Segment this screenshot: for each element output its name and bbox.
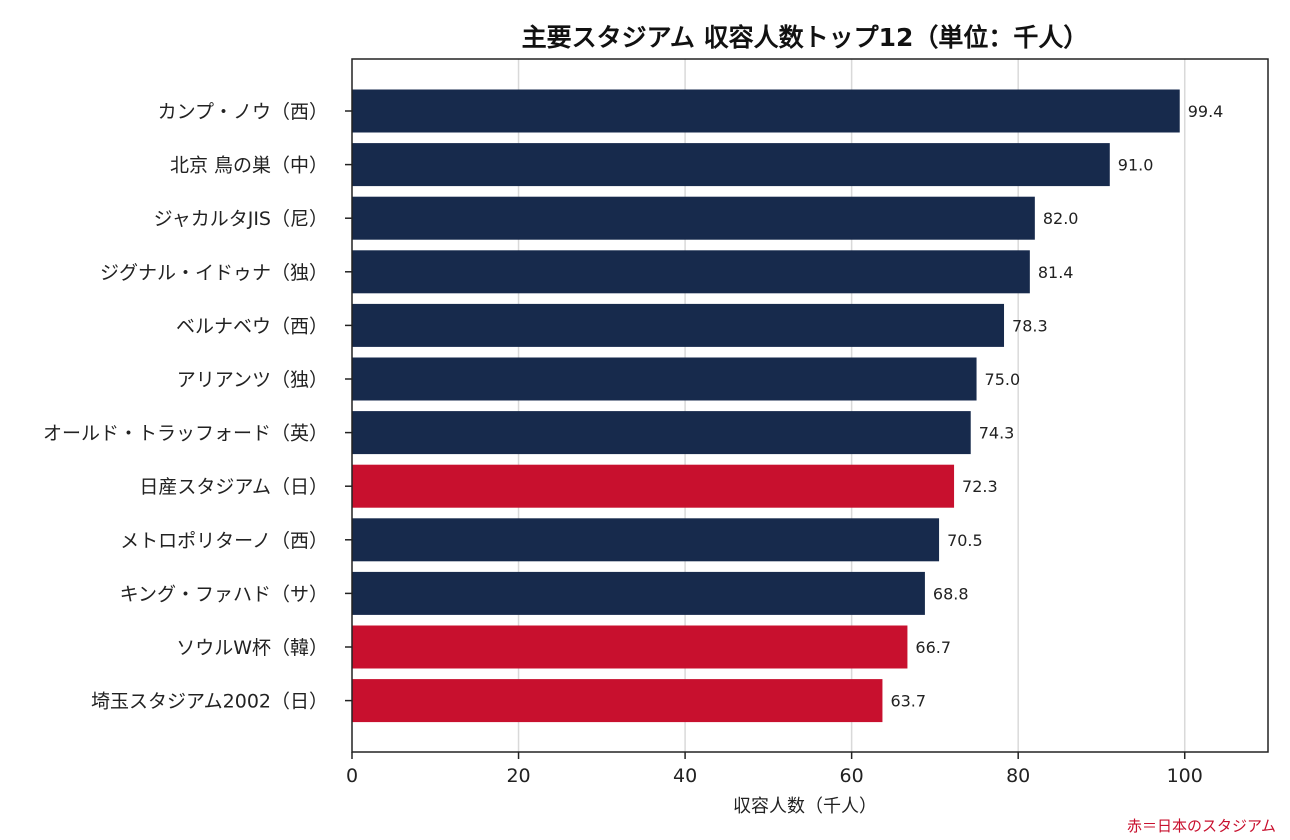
bar [352,411,971,455]
x-tick-label: 0 [346,765,358,787]
category-label: ベルナベウ（西） [176,315,328,337]
highlight-note: 赤＝日本のスタジアム [1127,817,1276,835]
value-label: 91.0 [1118,156,1154,175]
value-label: 68.8 [933,584,969,603]
value-label: 74.3 [979,424,1015,443]
category-label: カンプ・ノウ（西） [158,101,328,123]
bar [352,250,1030,294]
x-tick-label: 20 [506,765,530,787]
value-label: 66.7 [915,638,951,657]
category-label: ジャカルタJIS（尼） [154,208,328,230]
bar [352,357,977,401]
chart-title: 主要スタジアム 収容人数トップ12（単位：千人） [522,23,1089,52]
category-labels: カンプ・ノウ（西） 北京 鳥の巣（中） ジャカルタJIS（尼） ジグナル・イドゥナ（独… [43,101,352,713]
category-label: ジグナル・イドゥナ（独） [100,262,328,284]
category-label: メトロポリターノ（西） [120,530,328,552]
category-label: 北京 鳥の巣（中） [170,155,328,177]
bars [352,89,1180,723]
value-label: 82.0 [1043,209,1079,228]
bar [352,518,940,562]
bar [352,196,1035,240]
plot-frame [351,58,1269,753]
x-tick-label: 100 [1167,765,1203,787]
value-label: 72.3 [962,477,998,496]
category-label: ソウルW杯（韓） [176,637,328,659]
bar [352,679,883,723]
bar [352,625,908,669]
bar [352,89,1180,133]
x-axis-label: 収容人数（千人） [733,796,877,817]
bar [352,464,955,508]
x-tick-label: 80 [1006,765,1030,787]
bar [352,571,925,615]
x-tick-label: 60 [840,765,864,787]
category-label: キング・ファハド（サ） [120,583,328,605]
value-label: 99.4 [1188,102,1224,121]
category-label: 埼玉スタジアム2002（日） [91,691,328,713]
value-label: 63.7 [890,692,926,711]
value-label: 81.4 [1038,263,1074,282]
category-label: アリアンツ（独） [177,369,328,391]
category-label: オールド・トラッフォード（英） [43,423,328,445]
value-label: 78.3 [1012,316,1048,335]
x-axis-ticks: 0 20 40 60 80 100 [346,752,1203,787]
category-label: 日産スタジアム（日） [139,476,328,498]
value-labels: 99.4 91.0 82.0 81.4 78.3 75.0 74.3 72.3 70.5 68.8… [890,102,1223,711]
x-tick-label: 40 [673,765,697,787]
bar [352,303,1005,347]
bar [352,143,1110,187]
value-label: 75.0 [985,370,1021,389]
value-label: 70.5 [947,531,983,550]
